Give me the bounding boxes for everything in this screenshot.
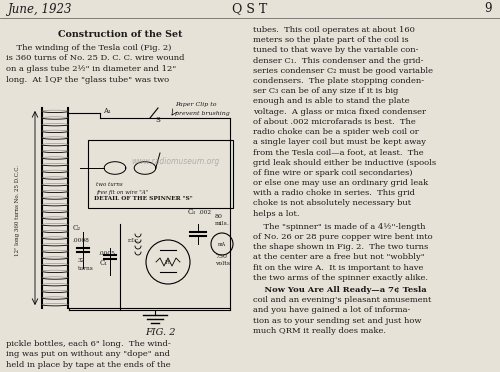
Text: of fine wire or spark coil secondaries): of fine wire or spark coil secondaries) [253, 169, 412, 177]
Text: at the center are a free but not "wobbly": at the center are a free but not "wobbly… [253, 253, 425, 262]
Text: prevent brushing: prevent brushing [175, 111, 230, 116]
Text: enough and is able to stand the plate: enough and is able to stand the plate [253, 97, 410, 105]
Text: 9: 9 [484, 3, 492, 16]
Text: and you have gained a lot of informa-: and you have gained a lot of informa- [253, 307, 410, 314]
Text: a single layer coil but must be kept away: a single layer coil but must be kept awa… [253, 138, 426, 146]
Text: turns: turns [78, 266, 94, 271]
Text: mA: mA [218, 241, 226, 247]
Text: Now You Are All Ready—a 7¢ Tesla: Now You Are All Ready—a 7¢ Tesla [253, 286, 427, 294]
Text: www.radiomuseum.org: www.radiomuseum.org [131, 157, 219, 167]
Text: .0005: .0005 [98, 251, 115, 256]
Text: denser C₁.  This condenser and the grid-: denser C₁. This condenser and the grid- [253, 57, 424, 65]
Text: tubes.  This coil operates at about 160: tubes. This coil operates at about 160 [253, 26, 415, 34]
Text: radio choke can be a spider web coil or: radio choke can be a spider web coil or [253, 128, 419, 136]
Text: The "spinner" is made of a 4½"-length: The "spinner" is made of a 4½"-length [253, 223, 426, 231]
Text: Paper Clip to: Paper Clip to [175, 102, 216, 107]
Text: choke is not absolutely necessary but: choke is not absolutely necessary but [253, 199, 411, 208]
Text: from the Tesla coil—a foot, at least.  The: from the Tesla coil—a foot, at least. Th… [253, 148, 424, 156]
Text: held in place by tape at the ends of the: held in place by tape at the ends of the [6, 361, 170, 369]
Text: ing was put on without any "dope" and: ing was put on without any "dope" and [6, 350, 170, 359]
Text: grid leak should either be inductive (spools: grid leak should either be inductive (sp… [253, 158, 436, 167]
Text: or else one may use an ordinary grid leak: or else one may use an ordinary grid lea… [253, 179, 428, 187]
Text: much QRM it really does make.: much QRM it really does make. [253, 327, 386, 335]
Text: 32: 32 [78, 258, 86, 263]
Text: tuned to that wave by the variable con-: tuned to that wave by the variable con- [253, 46, 418, 54]
Text: volts: volts [215, 261, 230, 266]
Text: Q S T: Q S T [232, 3, 268, 16]
Text: FIG. 2: FIG. 2 [145, 328, 176, 337]
Text: S: S [155, 116, 160, 124]
Text: The winding of the Tesla coil (Fig. 2): The winding of the Tesla coil (Fig. 2) [6, 44, 172, 52]
Text: long.  At 1QP the "glass tube" was two: long. At 1QP the "glass tube" was two [6, 76, 169, 83]
Text: the two arms of the spinner exactly alike.: the two arms of the spinner exactly alik… [253, 274, 428, 282]
Text: helps a lot.: helps a lot. [253, 209, 300, 218]
Text: DETAIL OF THE SPINNER "S": DETAIL OF THE SPINNER "S" [94, 196, 192, 201]
Text: condensers.  The plate stopping conden-: condensers. The plate stopping conden- [253, 77, 424, 85]
Text: 12" long 360 turns No. 25 D.C.C.: 12" long 360 turns No. 25 D.C.C. [16, 164, 20, 256]
Text: mils.: mils. [215, 221, 230, 226]
Text: C₃: C₃ [188, 208, 196, 216]
Text: .002: .002 [198, 210, 211, 215]
Text: with a radio choke in series.  This grid: with a radio choke in series. This grid [253, 189, 415, 197]
Text: 750: 750 [215, 254, 227, 259]
Text: June, 1923: June, 1923 [8, 3, 72, 16]
Text: of No. 26 or 28 pure copper wire bent into: of No. 26 or 28 pure copper wire bent in… [253, 233, 432, 241]
Text: r.f.c.: r.f.c. [128, 238, 141, 243]
Text: C₂: C₂ [73, 224, 81, 232]
Text: 80: 80 [215, 214, 223, 219]
Text: free fit on wire "A": free fit on wire "A" [96, 190, 148, 195]
Text: ser C₃ can be of any size if it is big: ser C₃ can be of any size if it is big [253, 87, 398, 95]
Text: series condenser C₂ must be good variable: series condenser C₂ must be good variabl… [253, 67, 433, 75]
Text: the shape shown in Fig. 2.  The two turns: the shape shown in Fig. 2. The two turns [253, 243, 428, 251]
Text: Construction of the Set: Construction of the Set [58, 30, 182, 39]
Text: C₁: C₁ [100, 259, 108, 267]
Text: tion as to your sending set and just how: tion as to your sending set and just how [253, 317, 422, 325]
Bar [88, 140, 233, 208]
Text: voltage.  A glass or mica fixed condenser: voltage. A glass or mica fixed condenser [253, 108, 426, 116]
Text: of about .002 microfarads is best.  The: of about .002 microfarads is best. The [253, 118, 416, 126]
Text: on a glass tube 2½" in diameter and 12": on a glass tube 2½" in diameter and 12" [6, 65, 176, 73]
Text: pickle bottles, each 6" long.  The wind-: pickle bottles, each 6" long. The wind- [6, 340, 171, 348]
Text: is 360 turns of No. 25 D. C. C. wire wound: is 360 turns of No. 25 D. C. C. wire wou… [6, 55, 184, 62]
Text: fit on the wire A.  It is important to have: fit on the wire A. It is important to ha… [253, 264, 424, 272]
Text: meters so the plate part of the coil is: meters so the plate part of the coil is [253, 36, 408, 44]
Text: .0008: .0008 [72, 238, 89, 243]
Text: A₁: A₁ [103, 107, 111, 115]
Text: coil and an evening's pleasant amusement: coil and an evening's pleasant amusement [253, 296, 432, 304]
Text: R: R [165, 260, 170, 265]
Text: two turns: two turns [96, 182, 123, 187]
